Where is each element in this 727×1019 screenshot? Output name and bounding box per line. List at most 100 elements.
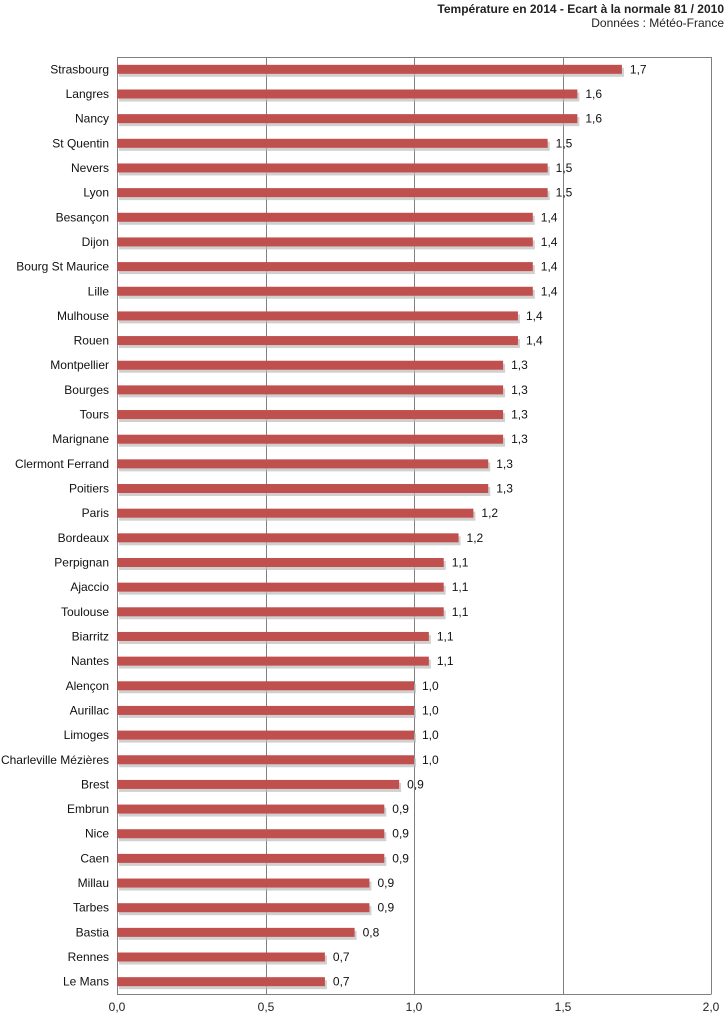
data-label: 1,5	[556, 136, 573, 150]
bar	[117, 977, 325, 987]
bar	[117, 804, 385, 814]
category-label: Bastia	[76, 925, 110, 939]
bar	[117, 878, 370, 888]
data-label: 1,3	[511, 408, 528, 422]
category-label: Toulouse	[61, 605, 109, 619]
bar	[117, 631, 429, 641]
data-label: 0,9	[392, 827, 409, 841]
category-label: Bourg St Maurice	[16, 260, 109, 274]
category-label: Aurillac	[70, 703, 109, 717]
bar	[117, 212, 533, 222]
category-label: Caen	[80, 851, 109, 865]
bar	[117, 607, 444, 617]
data-label: 1,0	[422, 679, 439, 693]
category-label: Embrun	[67, 802, 109, 816]
category-label: Perpignan	[54, 555, 109, 569]
bar	[117, 114, 578, 124]
bar	[117, 434, 504, 444]
bar	[117, 730, 414, 740]
category-label: St Quentin	[52, 136, 109, 150]
bar	[117, 582, 444, 592]
bar	[117, 681, 414, 691]
data-label: 1,2	[467, 531, 484, 545]
bar	[117, 705, 414, 715]
bar	[117, 755, 414, 765]
labels-layer: Strasbourg 1,7 Langres 1,6 Nancy 1,6 St Quenti…	[1, 62, 647, 988]
data-label: 0,9	[392, 802, 409, 816]
bar	[117, 927, 355, 937]
data-label: 1,1	[437, 629, 454, 643]
category-label: Montpellier	[50, 358, 109, 372]
bars-layer	[117, 64, 624, 990]
category-label: Charleville Mézières	[1, 753, 109, 767]
category-label: Millau	[78, 876, 109, 890]
bar	[117, 829, 385, 839]
bar	[117, 557, 444, 567]
data-label: 1,0	[422, 728, 439, 742]
data-label: 1,1	[452, 580, 469, 594]
category-label: Rennes	[68, 950, 109, 964]
bar	[117, 138, 548, 148]
x-tick-label: 0,5	[258, 1000, 275, 1014]
bar	[117, 853, 385, 863]
category-label: Bordeaux	[58, 531, 109, 545]
axis-layer: 0,0 0,5 1,0 1,5 2,0	[109, 57, 720, 1014]
data-label: 1,4	[541, 235, 558, 249]
data-label: 1,3	[511, 358, 528, 372]
data-label: 0,8	[363, 925, 380, 939]
data-label: 1,4	[541, 210, 558, 224]
bar	[117, 237, 533, 247]
data-label: 1,5	[556, 161, 573, 175]
category-label: Brest	[81, 777, 110, 791]
category-label: Marignane	[52, 432, 109, 446]
bar	[117, 360, 504, 370]
data-label: 0,9	[392, 851, 409, 865]
category-label: Le Mans	[63, 975, 109, 989]
category-label: Langres	[66, 87, 109, 101]
bar	[117, 952, 325, 962]
category-label: Strasbourg	[50, 62, 109, 76]
bar	[117, 89, 578, 99]
bar	[117, 656, 429, 666]
category-label: Nancy	[75, 112, 109, 126]
category-label: Tours	[80, 408, 109, 422]
data-label: 1,7	[630, 62, 647, 76]
data-label: 1,1	[452, 555, 469, 569]
data-label: 1,2	[481, 506, 498, 520]
category-label: Rouen	[74, 334, 109, 348]
category-label: Biarritz	[72, 629, 109, 643]
category-label: Nice	[85, 827, 109, 841]
data-label: 1,1	[452, 605, 469, 619]
category-label: Poitiers	[69, 482, 109, 496]
data-label: 1,4	[541, 260, 558, 274]
data-label: 1,4	[526, 309, 543, 323]
data-label: 1,6	[585, 87, 602, 101]
bar	[117, 508, 474, 518]
data-label: 0,9	[377, 901, 394, 915]
chart-title: Température en 2014 - Ecart à la normale…	[437, 2, 724, 16]
category-label: Nantes	[71, 654, 109, 668]
category-label: Lyon	[83, 186, 109, 200]
bar	[117, 163, 548, 173]
chart-subtitle: Données : Météo-France	[591, 16, 724, 30]
bar	[117, 262, 533, 272]
x-tick-label: 2,0	[703, 1000, 720, 1014]
bar	[117, 336, 518, 346]
bar	[117, 779, 400, 789]
data-label: 0,9	[407, 777, 424, 791]
category-label: Lille	[88, 284, 110, 298]
bar	[117, 459, 489, 469]
bar	[117, 385, 504, 395]
bar	[117, 533, 459, 543]
category-label: Nevers	[71, 161, 109, 175]
data-label: 0,7	[333, 975, 350, 989]
data-label: 1,0	[422, 753, 439, 767]
data-label: 1,1	[437, 654, 454, 668]
data-label: 1,0	[422, 703, 439, 717]
x-tick-label: 1,5	[555, 1000, 572, 1014]
category-label: Alençon	[66, 679, 109, 693]
category-label: Bourges	[64, 383, 109, 397]
data-label: 1,4	[526, 334, 543, 348]
x-tick-label: 1,0	[406, 1000, 423, 1014]
